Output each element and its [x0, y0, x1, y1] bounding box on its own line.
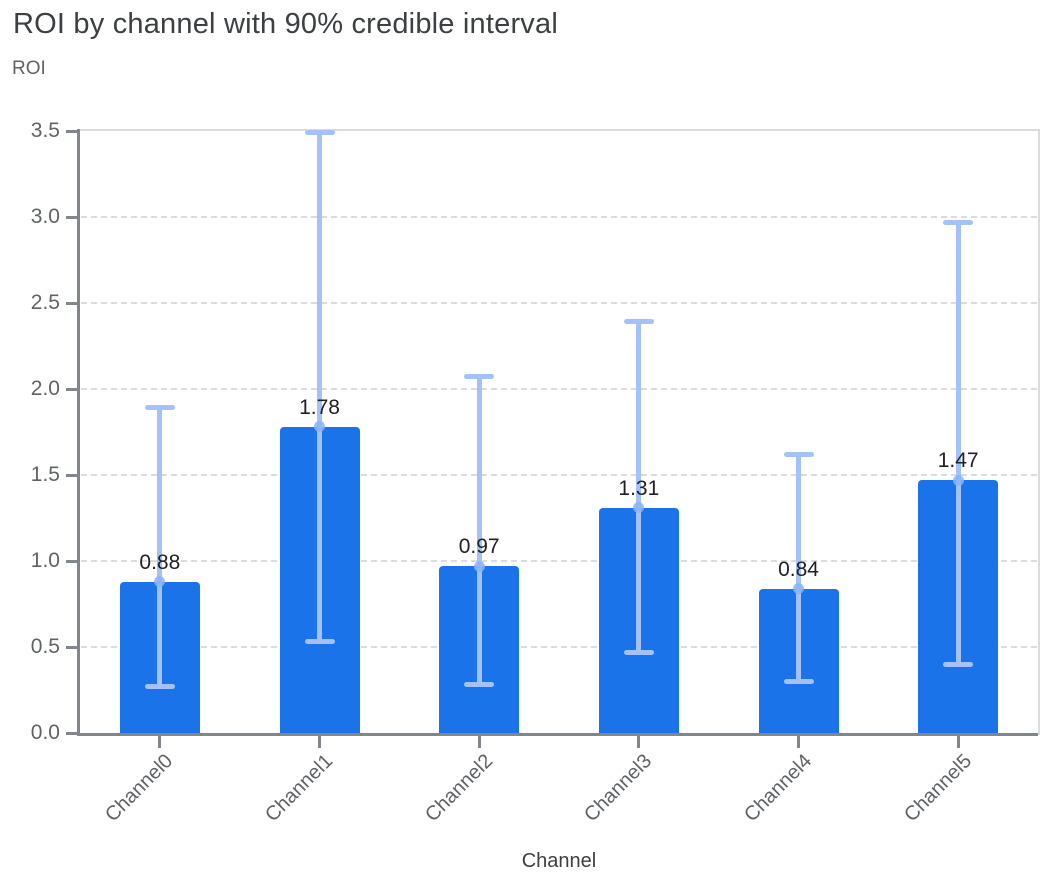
x-tick-label-channel0: Channel0 — [101, 750, 178, 827]
value-label-channel1: 1.78 — [299, 395, 340, 419]
y-tick — [66, 646, 77, 649]
credible-interval-lower-cap-channel5 — [943, 661, 974, 667]
y-tick — [66, 302, 77, 305]
credible-interval-lower-cap-channel1 — [304, 639, 335, 645]
credible-interval-line-channel3 — [636, 321, 642, 653]
value-label-channel5: 1.47 — [937, 449, 979, 473]
y-tick-label: 1.5 — [30, 463, 60, 486]
grid-line — [81, 646, 1037, 648]
y-tick — [66, 732, 77, 735]
x-tick-label-channel3: Channel3 — [580, 750, 657, 827]
value-label-channel3: 1.31 — [618, 476, 660, 500]
credible-interval-upper-cap-channel0 — [144, 405, 175, 411]
grid-line — [81, 302, 1037, 304]
y-tick-label: 3.5 — [30, 119, 60, 142]
x-tick-channel4 — [797, 736, 800, 748]
credible-interval-lower-cap-channel4 — [783, 678, 814, 684]
value-label-channel0: 0.88 — [139, 550, 181, 574]
y-axis-line — [77, 129, 80, 736]
mean-point-channel0 — [154, 576, 166, 588]
x-tick-label-channel5: Channel5 — [899, 750, 976, 827]
credible-interval-upper-cap-channel5 — [943, 219, 974, 225]
credible-interval-upper-cap-channel4 — [783, 451, 814, 457]
mean-point-channel2 — [473, 560, 485, 572]
grid-line — [81, 388, 1037, 390]
credible-interval-line-channel5 — [955, 222, 961, 665]
x-tick-label-channel2: Channel2 — [420, 750, 497, 827]
plot-area-border — [78, 129, 1040, 735]
y-axis-title: ROI — [12, 58, 46, 79]
credible-interval-upper-cap-channel2 — [464, 374, 495, 380]
y-tick-label: 3.0 — [30, 205, 60, 228]
y-tick-label: 1.0 — [30, 549, 60, 572]
chart-title: ROI by channel with 90% credible interva… — [13, 8, 558, 40]
x-axis-title: Channel — [521, 850, 597, 872]
y-tick-label: 2.0 — [30, 377, 60, 400]
value-label-channel4: 0.84 — [778, 557, 819, 581]
y-tick-label: 0.5 — [30, 635, 60, 658]
y-tick — [66, 388, 77, 391]
x-tick-channel3 — [637, 736, 641, 748]
mean-point-channel3 — [633, 502, 645, 514]
y-tick-label: 0.0 — [30, 721, 60, 744]
value-label-channel2: 0.97 — [458, 535, 500, 559]
mean-point-channel1 — [314, 421, 325, 433]
y-tick — [66, 560, 77, 563]
grid-line — [81, 216, 1037, 218]
x-tick-channel2 — [477, 736, 481, 748]
x-tick-channel5 — [956, 736, 960, 748]
x-tick-channel1 — [318, 736, 321, 748]
credible-interval-lower-cap-channel2 — [464, 682, 495, 688]
credible-interval-line-channel2 — [476, 376, 482, 685]
x-tick-channel0 — [158, 736, 162, 748]
credible-interval-line-channel1 — [317, 132, 322, 642]
credible-interval-lower-cap-channel0 — [144, 684, 175, 690]
x-tick-label-channel4: Channel4 — [739, 750, 817, 827]
mean-point-channel4 — [793, 583, 804, 595]
y-tick — [66, 130, 77, 133]
grid-line — [81, 560, 1037, 562]
credible-interval-line-channel0 — [157, 407, 163, 687]
mean-point-channel5 — [952, 474, 964, 486]
credible-interval-line-channel4 — [796, 454, 801, 682]
grid-line — [81, 474, 1037, 476]
credible-interval-upper-cap-channel3 — [623, 319, 654, 325]
credible-interval-upper-cap-channel1 — [304, 130, 335, 136]
y-tick — [66, 474, 77, 477]
y-tick-label: 2.5 — [30, 291, 60, 314]
x-tick-label-channel1: Channel1 — [260, 750, 338, 827]
credible-interval-lower-cap-channel3 — [623, 649, 654, 655]
y-tick — [66, 216, 77, 219]
x-axis-line — [77, 733, 1038, 736]
